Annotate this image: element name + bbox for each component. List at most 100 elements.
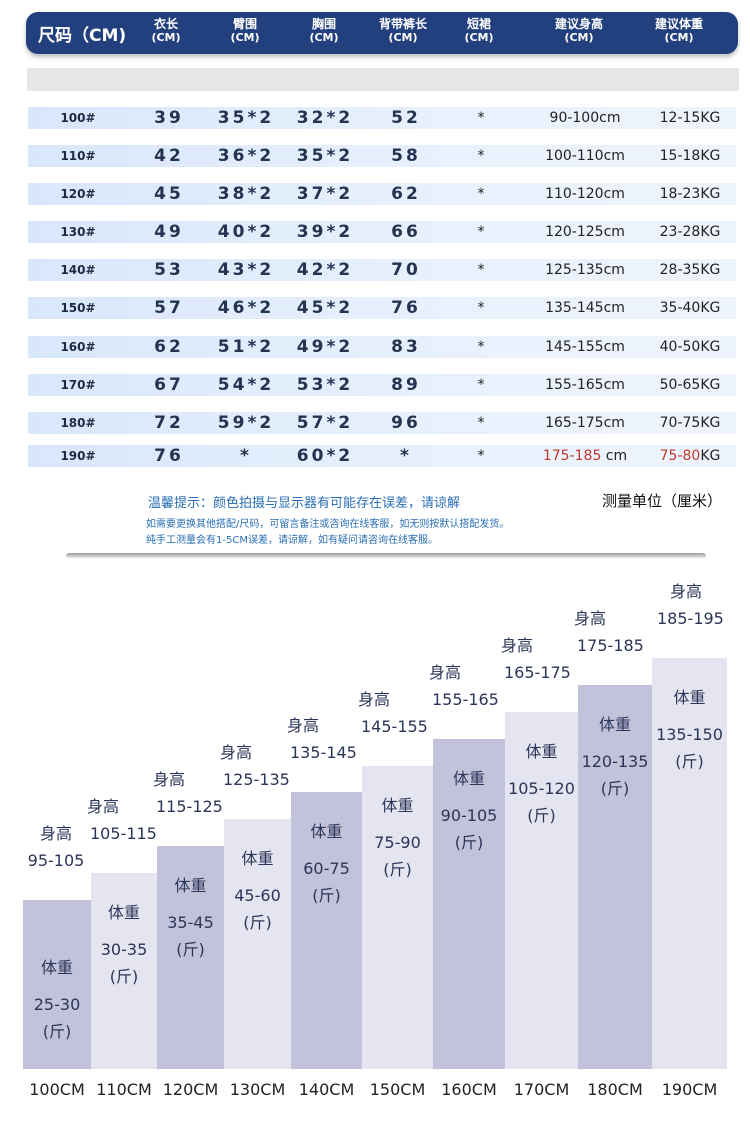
cell-weight: 12-15KG <box>659 110 721 126</box>
weight-unit: (斤) <box>243 913 272 933</box>
weight-title: 体重 <box>310 822 343 842</box>
cell-skirt: * <box>477 148 485 164</box>
table-row: 120# 45 38*2 37*2 62 * 110-120cm 18-23KG <box>28 183 736 205</box>
cell-height: 90-100cm <box>549 110 621 126</box>
height-title: 身高 <box>87 797 120 817</box>
cell-length: 53 <box>154 260 184 280</box>
cell-weight: 40-50KG <box>659 339 721 355</box>
header-spacer-band <box>27 68 739 91</box>
bar-190cm: 体重 135-150 (斤) <box>652 657 727 1069</box>
cell-weight: 28-35KG <box>659 262 721 278</box>
cell-overall: 66 <box>391 222 421 242</box>
height-value: 175-185 <box>577 635 644 655</box>
cell-arm: 54*2 <box>217 375 275 395</box>
bar-weight-label: 体重 75-90 (斤) <box>362 792 433 883</box>
height-title: 身高 <box>501 635 534 655</box>
cell-overall: 76 <box>391 298 421 318</box>
cell-size: 130# <box>60 225 96 239</box>
x-tick-label: 150CM <box>369 1080 426 1099</box>
weight-value: 75-90 <box>374 832 421 852</box>
weight-value: 90-105 <box>440 805 498 825</box>
weight-unit: (斤) <box>675 751 704 771</box>
cell-arm: 59*2 <box>217 413 275 433</box>
height-title: 身高 <box>153 770 186 790</box>
cell-size: 180# <box>60 416 96 430</box>
cell-skirt: * <box>477 448 485 464</box>
x-tick-label: 100CM <box>29 1080 85 1099</box>
weight-unit: (斤) <box>383 859 412 879</box>
cell-arm: 38*2 <box>217 184 275 204</box>
table-row-190: 190# 76 * 60*2 * * 175-185 cm 75-80KG <box>28 445 736 467</box>
weight-value: 105-120 <box>508 778 575 798</box>
weight-title: 体重 <box>241 849 274 869</box>
bar-160cm: 体重 90-105 (斤) <box>433 738 505 1069</box>
cell-size: 100# <box>60 111 96 125</box>
cell-arm: 36*2 <box>217 146 275 166</box>
bar-weight-label: 体重 90-105 (斤) <box>433 765 505 856</box>
height-value: 185-195 <box>657 608 724 628</box>
cell-skirt: * <box>477 300 485 316</box>
height-title: 身高 <box>574 608 607 628</box>
table-row: 140# 53 43*2 42*2 70 * 125-135cm 28-35KG <box>28 259 736 281</box>
bar-weight-label: 体重 25-30 (斤) <box>23 954 91 1045</box>
cell-weight: 35-40KG <box>659 300 721 316</box>
weight-title: 体重 <box>452 768 485 788</box>
error-notice: 纯手工测量会有1-5CM误差，请谅解，如有疑问请咨询在线客服。 <box>146 535 438 546</box>
cell-height: 155-165cm <box>545 377 625 393</box>
bar-130cm: 体重 45-60 (斤) <box>224 819 291 1069</box>
cell-skirt: * <box>477 377 485 393</box>
cell-arm: 40*2 <box>217 222 275 242</box>
height-value: 145-155 <box>361 716 428 736</box>
height-value: 165-175 <box>504 662 571 682</box>
weight-title: 体重 <box>525 741 558 761</box>
cell-height: 125-135cm <box>545 262 625 278</box>
bar-weight-label: 体重 105-120 (斤) <box>505 738 578 829</box>
cell-arm: 46*2 <box>217 298 275 318</box>
weight-unit: (斤) <box>312 886 341 906</box>
height-value: 125-135 <box>223 770 290 790</box>
header-size: 尺码（CM) <box>38 26 127 46</box>
bar-120cm: 体重 35-45 (斤) <box>157 846 224 1069</box>
cell-size: 120# <box>60 187 96 201</box>
cell-weight: 70-75KG <box>659 415 721 431</box>
weight-title: 体重 <box>107 903 140 923</box>
weight-title: 体重 <box>673 687 706 707</box>
x-tick-label: 130CM <box>229 1080 286 1099</box>
cell-size: 170# <box>60 378 96 392</box>
weight-title: 体重 <box>40 958 73 977</box>
weight-value: 135-150 <box>656 724 723 744</box>
x-tick-label: 120CM <box>162 1080 219 1099</box>
cell-chest: 35*2 <box>296 146 354 166</box>
measure-unit: 测量单位（厘米） <box>602 492 723 510</box>
height-title: 身高 <box>39 824 72 843</box>
header-overall: 背带裤长 (CM) <box>378 17 428 44</box>
bar-140cm: 体重 60-75 (斤) <box>291 792 362 1069</box>
cell-weight: 15-18KG <box>659 148 721 164</box>
bar-100cm: 体重 25-30 (斤) <box>23 900 91 1069</box>
bar-weight-label: 体重 35-45 (斤) <box>157 872 224 963</box>
divider <box>66 553 706 559</box>
height-title: 身高 <box>429 662 462 682</box>
cell-overall: 70 <box>391 260 421 280</box>
height-value: 95-105 <box>27 851 85 870</box>
cell-height: 110-120cm <box>545 186 625 202</box>
cell-height: 145-155cm <box>545 339 625 355</box>
cell-skirt: * <box>477 110 485 126</box>
x-tick-label: 110CM <box>96 1080 152 1099</box>
cell-overall: * <box>400 446 412 466</box>
table-row: 150# 57 46*2 45*2 76 * 135-145cm 35-40KG <box>28 297 736 319</box>
table-row: 100# 39 35*2 32*2 52 * 90-100cm 12-15KG <box>28 107 736 129</box>
cell-weight: 23-28KG <box>659 224 721 240</box>
cell-overall: 62 <box>391 184 421 204</box>
bar-weight-label: 体重 30-35 (斤) <box>91 899 157 990</box>
bar-height-label: 身高 95-105 <box>16 820 96 874</box>
weight-unit: (斤) <box>109 967 139 987</box>
weight-title: 体重 <box>174 876 207 896</box>
cell-chest: 37*2 <box>296 184 354 204</box>
cell-weight: 75-80KG <box>659 448 721 464</box>
height-title: 身高 <box>670 581 703 601</box>
cell-length: 67 <box>154 375 184 395</box>
cell-arm: 43*2 <box>217 260 275 280</box>
cell-size: 190# <box>60 449 96 463</box>
cell-arm: 35*2 <box>217 108 275 128</box>
